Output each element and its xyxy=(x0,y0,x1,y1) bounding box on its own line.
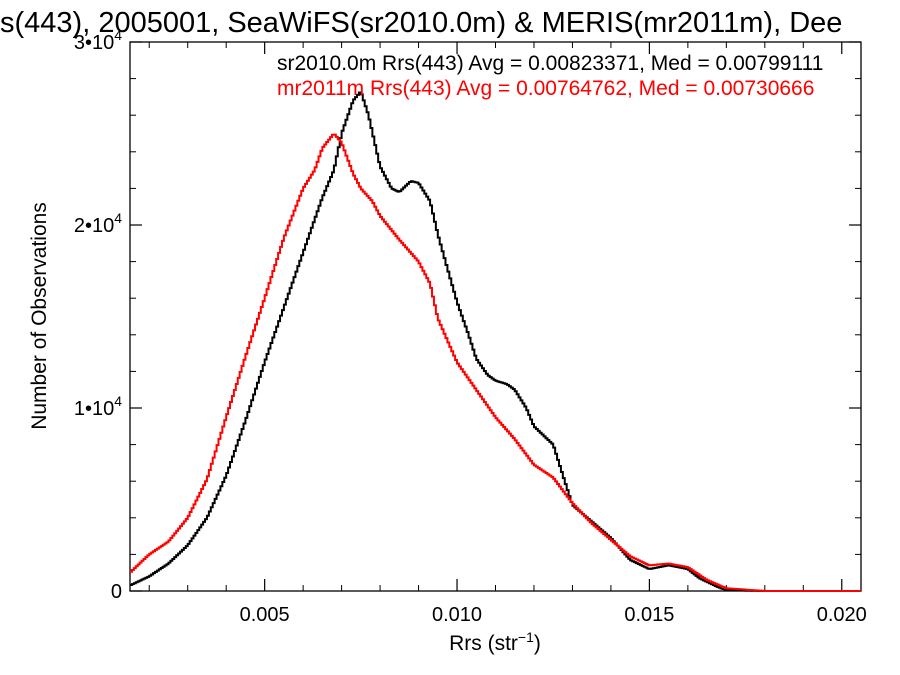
legend: sr2010.0m Rrs(443) Avg = 0.00823371, Med… xyxy=(277,52,823,100)
y-tick-label-exponent: 4 xyxy=(114,393,122,409)
legend-entry: sr2010.0m Rrs(443) Avg = 0.00823371, Med… xyxy=(277,52,823,75)
y-tick-label-base: 0 xyxy=(111,581,122,603)
x-tick-label: 0.020 xyxy=(817,604,867,626)
x-axis-label-end: ) xyxy=(534,632,541,655)
data-series xyxy=(130,91,861,592)
x-tick-label: 0.005 xyxy=(240,604,290,626)
y-tick-label-exponent: 4 xyxy=(114,27,122,43)
y-tick-label-base: 3•10 xyxy=(74,32,114,54)
y-tick-label: 1•104 xyxy=(74,393,122,420)
y-tick-label-base: 1•10 xyxy=(74,398,114,420)
series-line-sr2010 xyxy=(130,91,861,592)
plot-frame xyxy=(129,41,862,592)
y-tick-label: 3•104 xyxy=(74,27,122,54)
y-tick-label: 0 xyxy=(111,581,122,603)
axis-ticks xyxy=(130,41,861,592)
chart-title: s(443), 2005001, SeaWiFS(sr2010.0m) & ME… xyxy=(0,7,842,39)
x-axis-label: Rrs (str−1) xyxy=(449,629,541,655)
y-tick-label: 2•104 xyxy=(74,210,122,237)
y-axis-label: Number of Observations xyxy=(28,202,51,430)
x-tick-label: 0.010 xyxy=(432,604,482,626)
x-axis-label-main: Rrs (str xyxy=(449,632,518,655)
legend-entry: mr2011m Rrs(443) Avg = 0.00764762, Med =… xyxy=(277,77,814,100)
y-tick-label-exponent: 4 xyxy=(114,210,122,226)
y-tick-label-base: 2•10 xyxy=(74,215,114,237)
x-axis-label-superscript: −1 xyxy=(518,629,534,645)
x-tick-label: 0.015 xyxy=(624,604,674,626)
series-line-mr2011 xyxy=(130,133,861,592)
